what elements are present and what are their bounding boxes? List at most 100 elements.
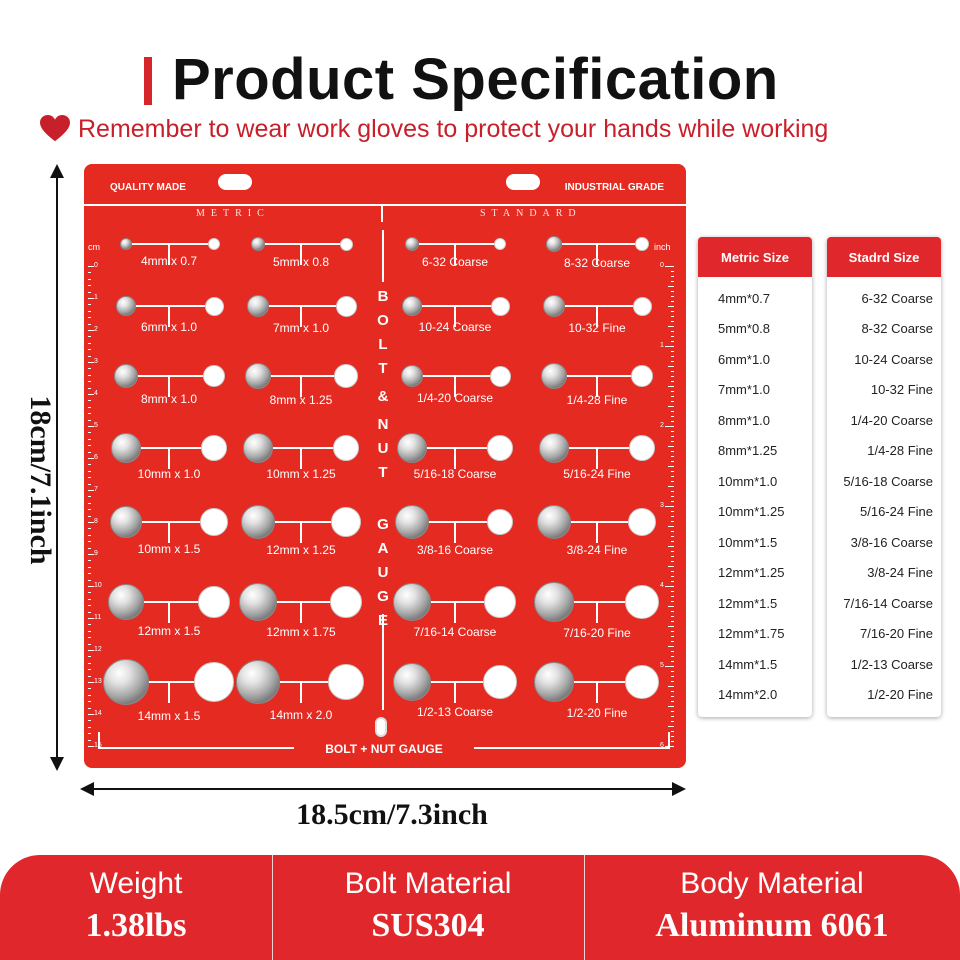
standard-section-label: STANDARD xyxy=(480,208,582,219)
gauge-cell-label: 10mm x 1.5 xyxy=(137,542,201,556)
nut-hole xyxy=(333,435,359,461)
ruler-cm-tick xyxy=(88,278,91,280)
bolt-sample xyxy=(114,364,138,388)
ruler-cm-tick xyxy=(88,368,91,370)
nut-hole xyxy=(339,237,353,251)
ruler-cm-tick xyxy=(88,560,91,562)
gauge-tee-vertical xyxy=(454,305,456,327)
ruler-cm-tick xyxy=(88,643,91,645)
standard-table-header: Stadrd Size xyxy=(827,237,941,277)
ruler-cm-tick xyxy=(88,592,91,594)
gauge-cell: 14mm x 1.5 xyxy=(103,659,234,740)
ruler-cm-tick xyxy=(88,426,94,427)
ruler-inch-tick xyxy=(668,286,674,287)
gauge-cell: 12mm x 1.25 xyxy=(236,504,366,580)
ruler-inch-tick xyxy=(671,576,674,577)
bolt-sample xyxy=(111,433,141,463)
ruler-cm-tick xyxy=(88,650,94,651)
footer-body-material: Body Material Aluminum 6061 xyxy=(584,855,960,960)
nut-hole xyxy=(331,507,361,537)
metric-table-row: 6mm*1.0 xyxy=(718,351,771,367)
nut-hole xyxy=(200,508,228,536)
ruler-inch-tick xyxy=(671,461,674,462)
gauge-cell: 10mm x 1.5 xyxy=(104,504,234,580)
gauge-tee-vertical xyxy=(168,681,170,703)
gauge-tee-horizontal xyxy=(275,521,335,523)
ruler-inch-tick xyxy=(665,346,674,347)
gauge-tee-vertical xyxy=(596,243,598,265)
ruler-inch-tick xyxy=(671,301,674,302)
industrial-grade-label: INDUSTRIAL GRADE xyxy=(564,182,664,193)
ruler-inch-tick xyxy=(671,381,674,382)
bolt-sample xyxy=(401,365,423,387)
bolt-material-label: Bolt Material xyxy=(344,867,512,900)
nut-hole xyxy=(631,365,653,387)
standard-table-row: 1/4-28 Fine xyxy=(867,443,933,459)
ruler-inch-tick xyxy=(668,606,674,607)
ruler-inch-number: 5 xyxy=(660,662,664,669)
ruler-cm-tick xyxy=(88,445,91,447)
gauge-tee-horizontal xyxy=(565,305,637,307)
gauge-tee-vertical xyxy=(300,521,302,543)
ruler-inch-tick xyxy=(671,361,674,362)
metric-table-row: 12mm*1.5 xyxy=(718,595,778,611)
gauge-tee-vertical xyxy=(596,447,598,469)
nut-hole xyxy=(487,435,513,461)
ruler-inch-tick xyxy=(671,456,674,457)
section-divider-top xyxy=(381,204,383,222)
bolt-sample xyxy=(402,296,422,316)
nut-hole xyxy=(483,665,517,699)
standard-table-row: 1/2-20 Fine xyxy=(867,687,933,703)
gauge-tee-horizontal xyxy=(132,243,212,245)
ruler-inch-tick xyxy=(671,621,674,622)
ruler-cm-number: 3 xyxy=(94,358,98,365)
gauge-tee-vertical xyxy=(596,681,598,703)
ruler-cm-tick xyxy=(88,342,91,344)
ruler-cm-number: 7 xyxy=(94,486,98,493)
gauge-cell-label: 12mm x 1.75 xyxy=(266,625,336,639)
ruler-inch-tick xyxy=(671,321,674,322)
ruler-cm-tick xyxy=(88,470,91,472)
gauge-tee-vertical xyxy=(168,243,170,265)
ruler-inch-tick xyxy=(671,421,674,422)
gauge-tee-horizontal xyxy=(574,681,629,683)
gauge-tee-vertical xyxy=(300,305,302,327)
ruler-inch-tick xyxy=(671,636,674,637)
gauge-tee-horizontal xyxy=(431,601,488,603)
bolt-sample xyxy=(393,583,431,621)
ruler-inch-unit: inch xyxy=(654,242,671,252)
subtitle-text: Remember to wear work gloves to protect … xyxy=(78,114,829,143)
ruler-inch-tick xyxy=(668,726,674,727)
gauge-cell-label: 10-32 Fine xyxy=(568,321,626,335)
nut-hole xyxy=(625,665,659,699)
gauge-cell-label: 5mm x 0.8 xyxy=(272,255,329,269)
ruler-inch-tick xyxy=(671,741,674,742)
height-dimension-label: 18cm/7.1inch xyxy=(24,395,57,565)
ruler-inch-tick xyxy=(665,266,674,267)
vertical-text-letter: O xyxy=(377,312,389,329)
ruler-inch-tick xyxy=(671,716,674,717)
ruler-inch-tick xyxy=(665,746,674,747)
vertical-text-letter: & xyxy=(377,388,389,405)
ruler-inch-tick xyxy=(665,506,674,507)
nut-hole xyxy=(330,586,362,618)
gauge-cell-label: 3/8-16 Coarse xyxy=(416,543,494,557)
gauge-cell-label: 8mm x 1.25 xyxy=(269,393,333,407)
ruler-cm-tick xyxy=(88,579,91,581)
bolt-sample xyxy=(405,237,419,251)
metric-table-row: 12mm*1.25 xyxy=(718,565,785,581)
ruler-inch-tick xyxy=(671,521,674,522)
gauge-cell-label: 12mm x 1.5 xyxy=(137,624,201,638)
width-dimension-line xyxy=(86,788,682,790)
standard-size-table: Stadrd Size 6-32 Coarse 8-32 Coarse 10-24 … xyxy=(827,237,941,717)
bottom-line-right xyxy=(474,747,670,749)
ruler-cm-tick xyxy=(88,355,91,357)
gauge-tee-vertical xyxy=(454,243,456,265)
gauge-cell-label: 5/16-24 Fine xyxy=(563,467,631,481)
ruler-inch-tick xyxy=(668,526,674,527)
ruler-cm-tick xyxy=(88,291,91,293)
ruler-cm-tick xyxy=(88,317,91,319)
gauge-tee-horizontal xyxy=(280,681,332,683)
ruler-cm-tick xyxy=(88,701,91,703)
nut-hole xyxy=(208,238,220,250)
